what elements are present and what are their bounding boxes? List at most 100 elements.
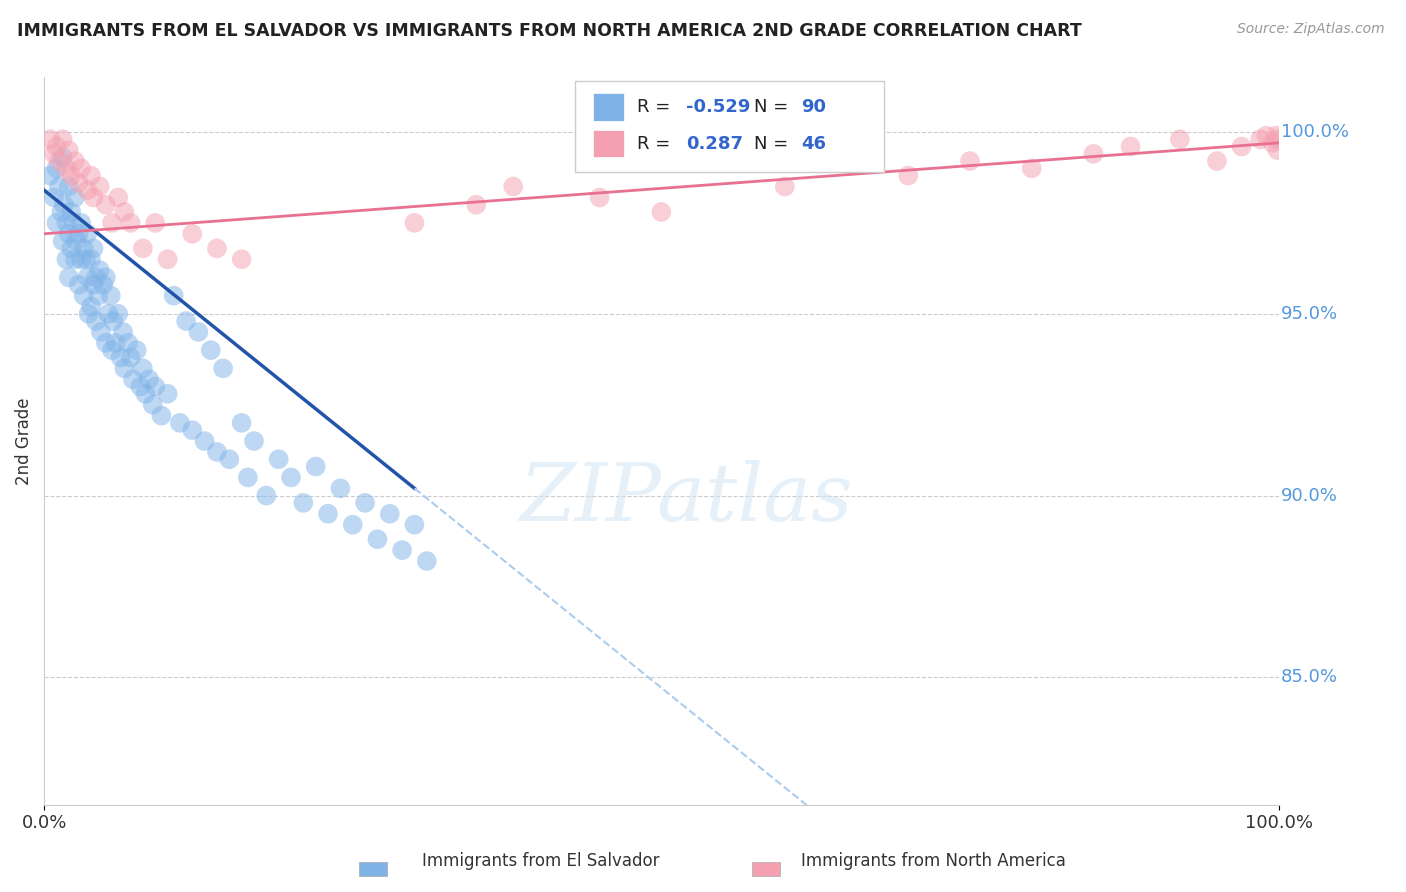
Point	[1206, 154, 1229, 169]
Text: ZIPatlas: ZIPatlas	[519, 460, 853, 538]
Point	[63, 154, 86, 169]
Point	[82, 277, 104, 292]
Point	[58, 143, 80, 157]
Point	[1261, 136, 1284, 150]
Text: Immigrants from North America: Immigrants from North America	[801, 852, 1066, 870]
Point	[292, 496, 315, 510]
Point	[342, 517, 364, 532]
Point	[45, 139, 67, 153]
Point	[80, 300, 103, 314]
Point	[122, 372, 145, 386]
Point	[52, 234, 75, 248]
Point	[254, 489, 277, 503]
Point	[231, 416, 253, 430]
Text: Immigrants from El Salvador: Immigrants from El Salvador	[422, 852, 659, 870]
Point	[187, 325, 209, 339]
Point	[236, 470, 259, 484]
Text: 0.287: 0.287	[686, 135, 742, 153]
Point	[1168, 132, 1191, 146]
Point	[112, 361, 135, 376]
Point	[129, 379, 152, 393]
Point	[169, 416, 191, 430]
Point	[112, 205, 135, 219]
Point	[156, 386, 179, 401]
Point	[404, 216, 426, 230]
Point	[67, 277, 90, 292]
Point	[163, 288, 186, 302]
Point	[51, 205, 73, 219]
Point	[89, 179, 111, 194]
Point	[52, 150, 75, 164]
FancyBboxPatch shape	[593, 94, 624, 121]
Point	[125, 343, 148, 358]
Point	[143, 379, 166, 393]
Point	[45, 216, 67, 230]
Point	[1267, 132, 1289, 146]
Point	[94, 335, 117, 350]
Point	[120, 216, 142, 230]
Point	[502, 179, 524, 194]
Point	[205, 241, 228, 255]
Point	[45, 161, 67, 176]
Point	[1265, 128, 1288, 143]
Point	[194, 434, 217, 448]
Point	[67, 176, 90, 190]
Point	[773, 179, 796, 194]
Point	[378, 507, 401, 521]
Point	[100, 288, 122, 302]
Text: IMMIGRANTS FROM EL SALVADOR VS IMMIGRANTS FROM NORTH AMERICA 2ND GRADE CORRELATI: IMMIGRANTS FROM EL SALVADOR VS IMMIGRANT…	[17, 22, 1081, 40]
Point	[80, 252, 103, 267]
Point	[1119, 139, 1142, 153]
Point	[80, 169, 103, 183]
Point	[76, 227, 98, 241]
Point	[354, 496, 377, 510]
Point	[588, 190, 610, 204]
Point	[70, 216, 93, 230]
Point	[391, 543, 413, 558]
Point	[316, 507, 339, 521]
Point	[60, 205, 83, 219]
Point	[1083, 146, 1105, 161]
Point	[110, 351, 132, 365]
Text: 85.0%: 85.0%	[1281, 668, 1339, 687]
Point	[94, 197, 117, 211]
Point	[1249, 132, 1271, 146]
Point	[87, 288, 110, 302]
Point	[58, 270, 80, 285]
Point	[58, 179, 80, 194]
Point	[132, 241, 155, 255]
Point	[84, 270, 107, 285]
Point	[1256, 128, 1278, 143]
Point	[101, 343, 124, 358]
Point	[48, 154, 70, 169]
Point	[42, 190, 65, 204]
Point	[200, 343, 222, 358]
Point	[181, 227, 204, 241]
Point	[60, 241, 83, 255]
FancyBboxPatch shape	[593, 130, 624, 157]
Point	[305, 459, 328, 474]
Point	[65, 234, 87, 248]
Point	[1230, 139, 1253, 153]
Point	[63, 190, 86, 204]
Text: N =: N =	[754, 135, 794, 153]
Point	[75, 252, 97, 267]
Point	[107, 190, 129, 204]
Point	[181, 423, 204, 437]
Point	[48, 179, 70, 194]
Point	[52, 132, 75, 146]
Point	[72, 288, 94, 302]
FancyBboxPatch shape	[575, 81, 883, 172]
Point	[650, 205, 672, 219]
Point	[959, 154, 981, 169]
Point	[93, 277, 115, 292]
Point	[117, 335, 139, 350]
Point	[1021, 161, 1043, 176]
Point	[42, 146, 65, 161]
Point	[60, 169, 83, 183]
Point	[212, 361, 235, 376]
Point	[267, 452, 290, 467]
Point	[55, 252, 77, 267]
Point	[82, 190, 104, 204]
Point	[366, 533, 388, 547]
